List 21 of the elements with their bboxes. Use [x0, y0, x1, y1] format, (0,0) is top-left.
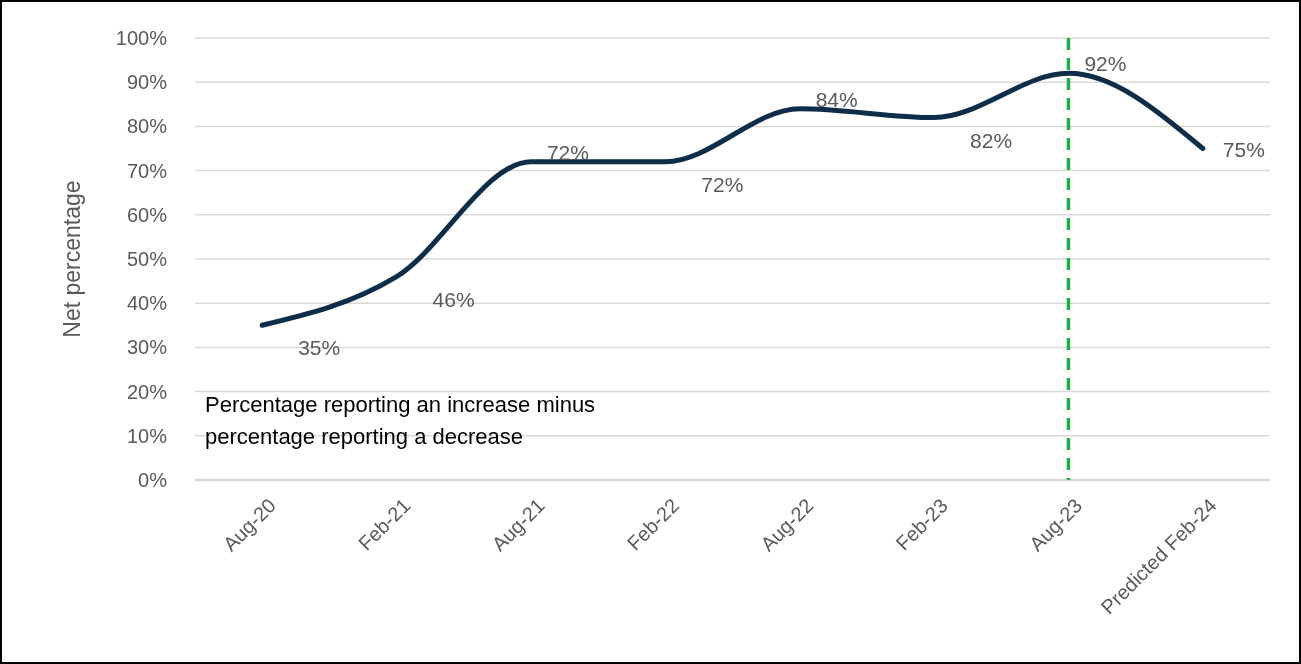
text: 46%	[432, 287, 475, 311]
y-tick-label: 10%	[126, 424, 168, 447]
y-tick-label: 80%	[126, 115, 168, 138]
annotation: Percentage reporting an increase minus percentage reporting a decrease	[205, 392, 596, 449]
y-tick-label: 30%	[126, 336, 168, 359]
y-tick-label: 0%	[138, 469, 168, 491]
y-tick-label: 100%	[115, 27, 168, 49]
text: 75%	[1222, 137, 1265, 161]
y-tick-label: 70%	[126, 159, 168, 182]
y-tick-label: 40%	[126, 292, 168, 315]
text: 82%	[970, 128, 1013, 152]
y-tick-label: 90%	[126, 71, 168, 94]
y-tick-label: 50%	[126, 248, 168, 270]
text: 84%	[815, 87, 858, 111]
text: 72%	[701, 172, 744, 196]
text: 35%	[298, 336, 341, 360]
text: 92%	[1084, 52, 1127, 76]
text: 72%	[546, 140, 589, 164]
y-axis-title: Net percentage	[59, 180, 85, 338]
y-tick-label: 60%	[126, 203, 168, 226]
y-tick-label: 20%	[126, 380, 168, 403]
